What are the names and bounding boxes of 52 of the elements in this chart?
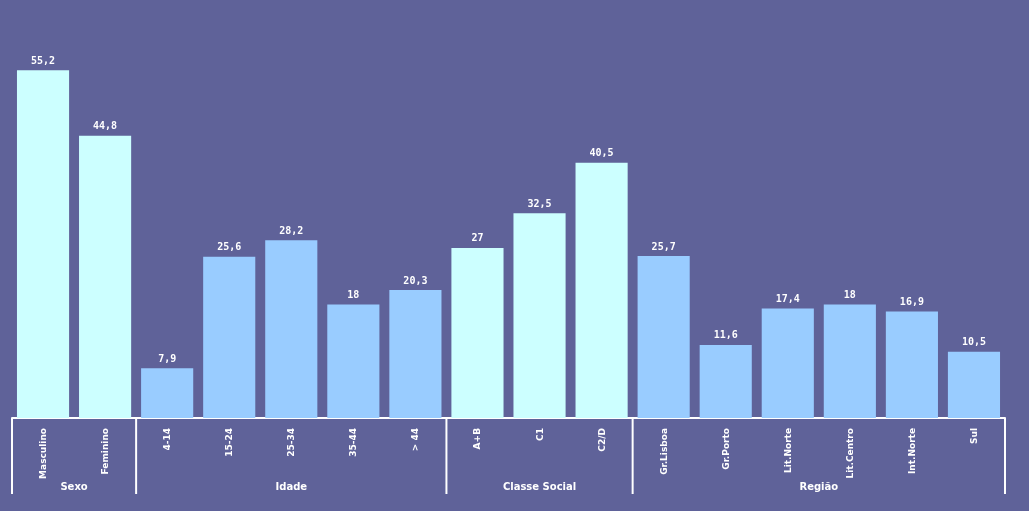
x-tick-label: A+B (472, 427, 483, 450)
bar (637, 256, 690, 418)
text: Região (799, 480, 839, 492)
data-label: 32,5 (527, 197, 552, 209)
bar (575, 162, 628, 418)
x-tick-label: Gr.Porto (720, 428, 731, 470)
data-label: 28,2 (279, 224, 304, 236)
bar (203, 256, 256, 418)
x-tick-label: Lit.Norte (782, 428, 793, 474)
data-label: 7,9 (158, 352, 177, 364)
x-tick-label: 4-14 (162, 428, 173, 451)
x-tick-label: Gr.Lisboa (658, 428, 669, 475)
data-label: 25,6 (217, 241, 242, 253)
x-tick-label: Lit.Centro (844, 428, 855, 479)
bar (699, 344, 752, 418)
bar (947, 351, 1001, 418)
data-label: 44,8 (93, 120, 118, 132)
data-label: 20,3 (403, 274, 428, 286)
x-tick-label: C2/D (596, 428, 607, 452)
data-label: 27 (471, 232, 484, 244)
bar (79, 135, 132, 418)
x-tick-label: > 44 (410, 428, 421, 452)
data-label: 18 (843, 289, 856, 301)
x-tick-label: Int.Norte (906, 428, 917, 475)
data-label: 55,2 (30, 54, 56, 66)
data-label: 17,4 (775, 292, 800, 304)
data-label: 25,7 (651, 240, 676, 252)
bar (823, 304, 876, 418)
data-label: 11,6 (713, 329, 738, 341)
x-tick-label: C1 (534, 428, 545, 441)
bar (451, 247, 504, 418)
x-tick-label: Sul (968, 428, 979, 444)
data-label: 10,5 (961, 336, 987, 348)
bar (16, 70, 70, 418)
bar (265, 240, 318, 418)
x-tick-label: Feminino (100, 428, 111, 475)
x-tick-label: Masculino (38, 428, 49, 479)
text: Idade (275, 480, 308, 492)
bar (389, 290, 442, 418)
bar (513, 213, 566, 418)
x-tick-label: 25-34 (286, 428, 297, 457)
data-label: 16,9 (899, 296, 924, 308)
text: Sexo (60, 480, 88, 492)
bar (141, 368, 194, 418)
x-tick-label: 35-44 (348, 428, 359, 457)
bar (885, 311, 938, 418)
data-label: 18 (347, 289, 360, 301)
data-label: 40,5 (589, 147, 614, 159)
bar (327, 304, 380, 418)
bar (761, 308, 814, 418)
x-tick-label: 15-24 (224, 428, 235, 457)
text: Classe Social (502, 480, 577, 492)
